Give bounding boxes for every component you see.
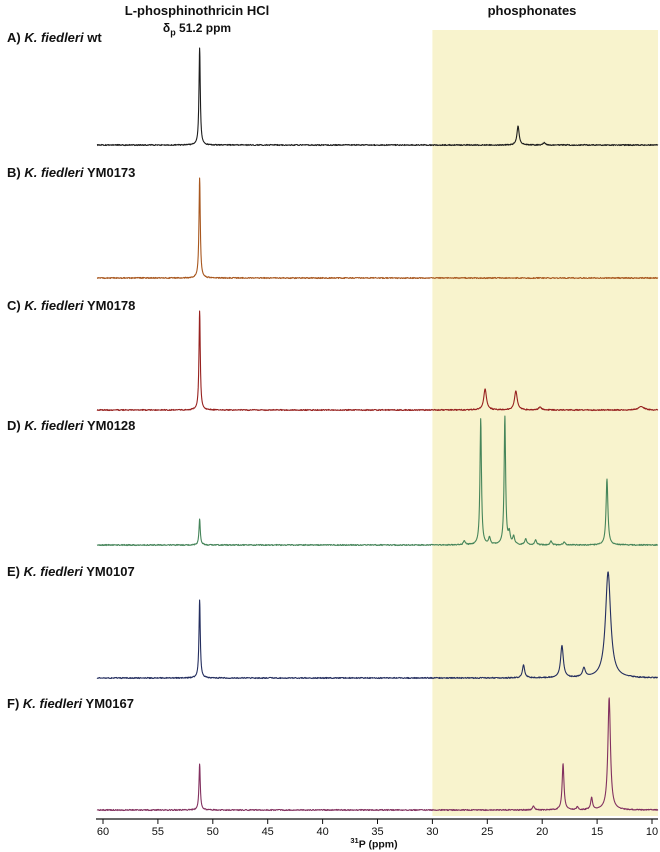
spectrum-label-strain: YM0173 [83, 165, 136, 180]
spectrum-label-species: K. fiedleri [23, 564, 83, 579]
spectrum-label-prefix: A) [7, 30, 25, 45]
delta-subscript: p [170, 27, 176, 38]
spectrum-label-strain: wt [83, 30, 102, 45]
spectrum-trace-D [96, 415, 658, 547]
x-axis-title-text: P (ppm) [358, 838, 398, 851]
spectrum-label-species: K. fiedleri [24, 30, 84, 45]
spectrum-label-F: F) K. fiedleri YM0167 [7, 696, 134, 711]
delta-value: 51.2 ppm [179, 21, 232, 35]
x-axis-tick-label: 55 [152, 826, 164, 838]
x-axis-title-superscript: 31 [350, 836, 359, 845]
x-axis-tick-label: 10 [646, 826, 658, 838]
spectrum-label-species: K. fiedleri [22, 696, 83, 711]
delta-symbol: δ [162, 21, 171, 35]
spectrum-label-prefix: B) [7, 165, 25, 180]
spectrum-label-species: K. fiedleri [24, 418, 84, 433]
x-axis-tick-label: 25 [481, 826, 493, 838]
spectrum-label-prefix: D) [7, 418, 25, 433]
spectrum-label-A: A) K. fiedleri wt [7, 30, 102, 45]
spectrum-label-species: K. fiedleri [24, 298, 84, 313]
spectrum-label-E: E) K. fiedleri YM0107 [7, 564, 135, 579]
x-axis-tick-label: 15 [591, 826, 603, 838]
spectrum-trace-E [96, 571, 658, 680]
spectrum-label-strain: YM0128 [83, 418, 136, 433]
spectrum-label-strain: YM0107 [82, 564, 135, 579]
spectrum-trace-A [96, 47, 659, 147]
x-axis-tick-label: 45 [262, 826, 274, 838]
x-axis-tick-label: 20 [536, 826, 548, 838]
x-axis-tick-label: 35 [371, 826, 383, 838]
spectrum-trace-F [96, 697, 659, 812]
spectrum-label-D: D) K. fiedleri YM0128 [7, 418, 135, 433]
spectrum-label-species: K. fiedleri [24, 165, 84, 180]
spectrum-label-strain: YM0178 [83, 298, 136, 313]
spectrum-label-B: B) K. fiedleri YM0173 [7, 165, 135, 180]
delta-shift-label: δp 51.2 ppm [163, 21, 231, 37]
spectrum-label-prefix: C) [7, 298, 25, 313]
phosphonates-label: phosphonates [487, 3, 577, 18]
spectrum-label-strain: YM0167 [82, 696, 134, 711]
spectrum-label-prefix: E) [7, 564, 24, 579]
x-axis-tick-label: 30 [426, 826, 438, 838]
x-axis-tick-label: 50 [207, 826, 219, 838]
x-axis-tick-label: 40 [316, 826, 328, 838]
spectrum-trace-C [96, 310, 659, 412]
compound-label: L-phosphinothricin HCl [124, 3, 270, 18]
spectrum-trace-B [96, 177, 659, 280]
spectrum-label-C: C) K. fiedleri YM0178 [7, 298, 135, 313]
spectrum-label-prefix: F) [7, 696, 23, 711]
x-axis-tick-label: 60 [97, 826, 109, 838]
x-axis-title: 31P (ppm) [350, 836, 397, 851]
phosphonate-region-highlight [432, 30, 658, 816]
